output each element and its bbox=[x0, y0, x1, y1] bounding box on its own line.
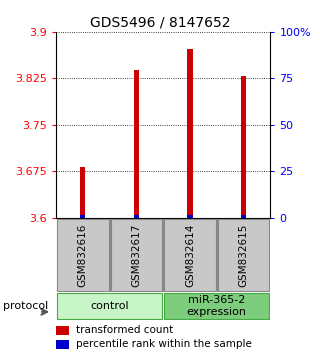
Text: GSM832617: GSM832617 bbox=[132, 223, 141, 287]
FancyBboxPatch shape bbox=[164, 293, 269, 319]
Text: control: control bbox=[90, 301, 129, 311]
Bar bbox=[241, 215, 246, 218]
Text: GSM832616: GSM832616 bbox=[78, 223, 88, 287]
Bar bbox=[134, 215, 139, 218]
FancyBboxPatch shape bbox=[218, 219, 269, 291]
Bar bbox=[56, 326, 69, 335]
Text: transformed count: transformed count bbox=[76, 325, 174, 335]
Text: percentile rank within the sample: percentile rank within the sample bbox=[76, 339, 252, 349]
Bar bbox=[134, 70, 139, 218]
Bar bbox=[241, 76, 246, 218]
FancyBboxPatch shape bbox=[57, 219, 108, 291]
Bar bbox=[187, 49, 193, 218]
Bar bbox=[187, 215, 193, 218]
Bar bbox=[56, 339, 69, 349]
Text: GSM832614: GSM832614 bbox=[185, 223, 195, 287]
FancyBboxPatch shape bbox=[164, 219, 216, 291]
Text: miR-365-2
expression: miR-365-2 expression bbox=[187, 295, 247, 317]
Text: protocol: protocol bbox=[3, 301, 48, 311]
FancyBboxPatch shape bbox=[111, 219, 162, 291]
Text: GDS5496 / 8147652: GDS5496 / 8147652 bbox=[90, 16, 230, 30]
FancyBboxPatch shape bbox=[57, 293, 162, 319]
Text: GSM832615: GSM832615 bbox=[239, 223, 249, 287]
Bar bbox=[80, 215, 85, 218]
Bar bbox=[80, 167, 85, 218]
